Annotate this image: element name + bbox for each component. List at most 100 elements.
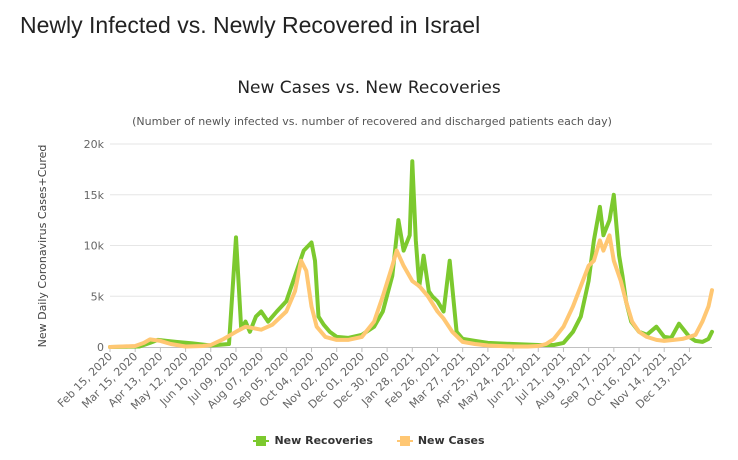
data-point[interactable] — [645, 335, 649, 339]
data-point[interactable] — [234, 235, 238, 239]
data-point[interactable] — [169, 342, 173, 346]
data-point[interactable] — [190, 341, 195, 346]
data-point[interactable] — [710, 288, 714, 292]
data-point[interactable] — [473, 339, 477, 343]
data-point[interactable] — [579, 314, 583, 319]
data-point[interactable] — [601, 233, 606, 237]
data-point[interactable] — [323, 335, 328, 339]
data-point[interactable] — [544, 342, 548, 346]
data-point[interactable] — [390, 264, 394, 268]
data-point[interactable] — [234, 330, 238, 334]
data-point[interactable] — [441, 316, 446, 321]
data-point[interactable] — [706, 304, 711, 308]
data-point[interactable] — [142, 341, 146, 345]
data-point[interactable] — [450, 330, 454, 334]
data-point[interactable] — [410, 279, 414, 283]
data-point[interactable] — [561, 325, 566, 329]
data-point[interactable] — [435, 309, 440, 314]
data-point[interactable] — [427, 289, 431, 293]
data-point[interactable] — [536, 344, 540, 348]
data-point[interactable] — [687, 335, 692, 339]
data-point[interactable] — [421, 254, 426, 258]
data-point[interactable] — [473, 342, 477, 346]
data-point[interactable] — [402, 264, 406, 268]
data-point[interactable] — [309, 304, 314, 308]
data-point[interactable] — [693, 339, 698, 343]
data-point[interactable] — [617, 254, 621, 258]
data-point[interactable] — [227, 342, 231, 346]
series-recoveries[interactable] — [108, 159, 714, 349]
data-point[interactable] — [607, 218, 612, 222]
data-point[interactable] — [222, 337, 226, 341]
data-point[interactable] — [302, 248, 306, 253]
data-point[interactable] — [299, 259, 303, 263]
data-point[interactable] — [158, 339, 162, 343]
data-point[interactable] — [607, 233, 612, 237]
legend-item-recoveries[interactable]: New Recoveries — [253, 434, 373, 447]
data-point[interactable] — [108, 345, 112, 349]
data-point[interactable] — [426, 294, 430, 298]
series-cases[interactable] — [108, 233, 714, 349]
data-point[interactable] — [201, 344, 205, 348]
data-point[interactable] — [677, 322, 681, 326]
data-point[interactable] — [381, 294, 385, 298]
data-point[interactable] — [561, 341, 566, 345]
data-point[interactable] — [346, 338, 350, 342]
data-point[interactable] — [592, 238, 596, 243]
data-point[interactable] — [293, 289, 297, 293]
data-point[interactable] — [662, 335, 666, 339]
data-point[interactable] — [360, 335, 364, 339]
data-point[interactable] — [700, 340, 705, 344]
data-point[interactable] — [209, 343, 213, 347]
data-point[interactable] — [662, 339, 666, 343]
data-point[interactable] — [511, 344, 515, 349]
data-point[interactable] — [587, 264, 591, 268]
data-point[interactable] — [408, 233, 412, 237]
data-point[interactable] — [614, 223, 619, 227]
data-point[interactable] — [381, 309, 385, 314]
data-point[interactable] — [598, 238, 602, 243]
data-point[interactable] — [461, 340, 465, 344]
data-point[interactable] — [710, 330, 714, 334]
data-point[interactable] — [284, 309, 288, 314]
data-point[interactable] — [552, 337, 556, 341]
data-point[interactable] — [395, 248, 399, 253]
data-point[interactable] — [619, 279, 623, 283]
data-point[interactable] — [435, 299, 440, 303]
data-point[interactable] — [612, 193, 616, 197]
data-point[interactable] — [396, 218, 401, 222]
data-point[interactable] — [316, 314, 321, 319]
data-point[interactable] — [275, 309, 279, 314]
data-point[interactable] — [309, 240, 314, 245]
data-point[interactable] — [335, 338, 339, 342]
data-point[interactable] — [706, 337, 711, 341]
data-point[interactable] — [254, 314, 258, 319]
data-point[interactable] — [620, 274, 625, 278]
data-point[interactable] — [183, 344, 188, 349]
data-point[interactable] — [598, 205, 602, 209]
data-point[interactable] — [448, 259, 452, 263]
data-point[interactable] — [402, 248, 406, 253]
data-point[interactable] — [526, 344, 530, 349]
data-point[interactable] — [266, 320, 270, 324]
data-point[interactable] — [322, 323, 326, 327]
data-point[interactable] — [243, 325, 248, 329]
data-point[interactable] — [587, 279, 591, 283]
data-point[interactable] — [430, 294, 434, 298]
data-point[interactable] — [441, 309, 446, 314]
data-point[interactable] — [601, 248, 606, 253]
data-point[interactable] — [637, 330, 641, 334]
data-point[interactable] — [313, 259, 317, 263]
data-point[interactable] — [700, 320, 705, 324]
legend-item-cases[interactable]: New Cases — [396, 434, 485, 447]
data-point[interactable] — [654, 325, 659, 329]
data-point[interactable] — [259, 309, 263, 314]
data-point[interactable] — [630, 320, 634, 324]
data-point[interactable] — [592, 259, 596, 263]
data-point[interactable] — [624, 299, 628, 303]
data-point[interactable] — [304, 269, 308, 273]
data-point[interactable] — [259, 328, 263, 332]
data-point[interactable] — [243, 320, 248, 324]
data-point[interactable] — [248, 330, 252, 334]
series-line[interactable] — [108, 233, 714, 349]
